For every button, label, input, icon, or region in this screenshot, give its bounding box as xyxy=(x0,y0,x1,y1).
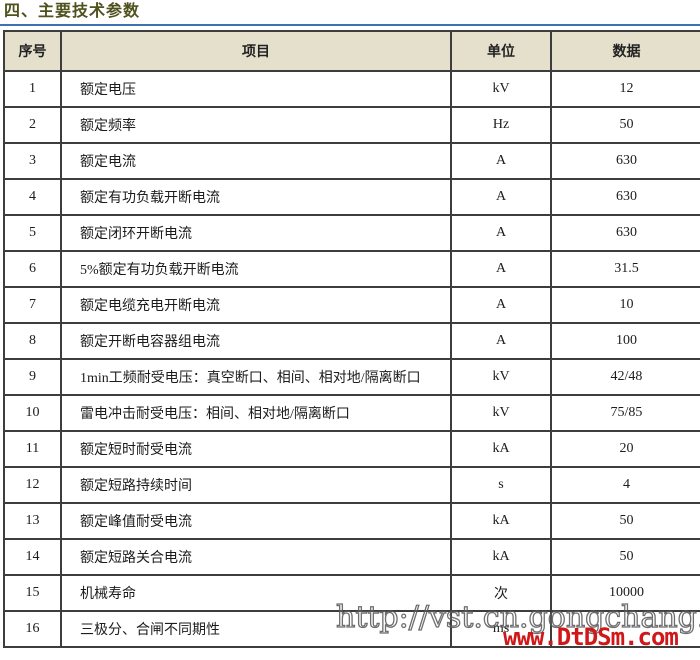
cell-item: 额定有功负载开断电流 xyxy=(60,178,452,216)
table-row: 10 雷电冲击耐受电压：相间、相对地/隔离断口 kV 75/85 xyxy=(3,394,700,432)
cell-unit: kA xyxy=(450,538,552,576)
cell-value: 31.5 xyxy=(550,250,700,288)
cell-value: 10 xyxy=(550,286,700,324)
cell-item: 机械寿命 xyxy=(60,574,452,612)
cell-unit: A xyxy=(450,322,552,360)
table-header-row: 序号 项目 单位 数据 xyxy=(3,30,700,72)
section-title-block: 四、主要技术参数 xyxy=(0,0,700,26)
cell-item: 额定峰值耐受电流 xyxy=(60,502,452,540)
cell-value: 10000 xyxy=(550,574,700,612)
cell-unit: A xyxy=(450,142,552,180)
cell-no: 13 xyxy=(3,502,62,540)
cell-unit: 次 xyxy=(450,574,552,612)
cell-value: 100 xyxy=(550,322,700,360)
cell-no: 2 xyxy=(3,106,62,144)
spec-table: 序号 项目 单位 数据 1 额定电压 kV 12 2 额定频率 Hz 50 3 … xyxy=(3,30,700,648)
cell-no: 11 xyxy=(3,430,62,468)
table-row: 13 额定峰值耐受电流 kA 50 xyxy=(3,502,700,540)
cell-unit: kA xyxy=(450,502,552,540)
table-row: 2 额定频率 Hz 50 xyxy=(3,106,700,144)
cell-unit: s xyxy=(450,466,552,504)
cell-value: 75/85 xyxy=(550,394,700,432)
cell-no: 4 xyxy=(3,178,62,216)
cell-value: 20 xyxy=(550,430,700,468)
cell-item: 三极分、合闸不同期性 xyxy=(60,610,452,648)
header-no: 序号 xyxy=(3,30,62,72)
cell-item: 额定闭环开断电流 xyxy=(60,214,452,252)
cell-value xyxy=(550,610,700,648)
cell-value: 50 xyxy=(550,538,700,576)
cell-no: 9 xyxy=(3,358,62,396)
cell-no: 15 xyxy=(3,574,62,612)
table-row: 8 额定开断电容器组电流 A 100 xyxy=(3,322,700,360)
table-row: 3 额定电流 A 630 xyxy=(3,142,700,180)
cell-no: 7 xyxy=(3,286,62,324)
cell-item: 额定频率 xyxy=(60,106,452,144)
cell-no: 12 xyxy=(3,466,62,504)
cell-no: 8 xyxy=(3,322,62,360)
table-row: 9 1min工频耐受电压：真空断口、相间、相对地/隔离断口 kV 42/48 xyxy=(3,358,700,396)
cell-unit: kA xyxy=(450,430,552,468)
cell-no: 16 xyxy=(3,610,62,648)
table-row: 4 额定有功负载开断电流 A 630 xyxy=(3,178,700,216)
cell-item: 额定短时耐受电流 xyxy=(60,430,452,468)
cell-unit: A xyxy=(450,250,552,288)
table-row: 12 额定短路持续时间 s 4 xyxy=(3,466,700,504)
cell-value: 630 xyxy=(550,178,700,216)
header-item: 项目 xyxy=(60,30,452,72)
table-row: 1 额定电压 kV 12 xyxy=(3,70,700,108)
cell-no: 5 xyxy=(3,214,62,252)
cell-item: 雷电冲击耐受电压：相间、相对地/隔离断口 xyxy=(60,394,452,432)
cell-item: 1min工频耐受电压：真空断口、相间、相对地/隔离断口 xyxy=(60,358,452,396)
cell-item: 额定电缆充电开断电流 xyxy=(60,286,452,324)
cell-unit: kV xyxy=(450,394,552,432)
header-unit: 单位 xyxy=(450,30,552,72)
cell-item: 额定开断电容器组电流 xyxy=(60,322,452,360)
table-row: 7 额定电缆充电开断电流 A 10 xyxy=(3,286,700,324)
table-row: 15 机械寿命 次 10000 xyxy=(3,574,700,612)
section-title: 四、主要技术参数 xyxy=(4,3,141,20)
cell-no: 1 xyxy=(3,70,62,108)
cell-no: 6 xyxy=(3,250,62,288)
header-value: 数据 xyxy=(550,30,700,72)
table-row: 14 额定短路关合电流 kA 50 xyxy=(3,538,700,576)
cell-unit: kV xyxy=(450,70,552,108)
cell-item: 额定电压 xyxy=(60,70,452,108)
table-row: 16 三极分、合闸不同期性 ms xyxy=(3,610,700,648)
table-row: 5 额定闭环开断电流 A 630 xyxy=(3,214,700,252)
cell-value: 12 xyxy=(550,70,700,108)
table-row: 11 额定短时耐受电流 kA 20 xyxy=(3,430,700,468)
cell-no: 10 xyxy=(3,394,62,432)
cell-item: 额定短路持续时间 xyxy=(60,466,452,504)
cell-unit: Hz xyxy=(450,106,552,144)
cell-value: 50 xyxy=(550,106,700,144)
cell-unit: A xyxy=(450,214,552,252)
cell-unit: A xyxy=(450,286,552,324)
cell-unit: A xyxy=(450,178,552,216)
cell-value: 50 xyxy=(550,502,700,540)
cell-item: 额定电流 xyxy=(60,142,452,180)
cell-value: 630 xyxy=(550,214,700,252)
cell-unit: ms xyxy=(450,610,552,648)
cell-no: 3 xyxy=(3,142,62,180)
cell-value: 42/48 xyxy=(550,358,700,396)
cell-item: 额定短路关合电流 xyxy=(60,538,452,576)
cell-no: 14 xyxy=(3,538,62,576)
cell-value: 4 xyxy=(550,466,700,504)
table-row: 6 5%额定有功负载开断电流 A 31.5 xyxy=(3,250,700,288)
cell-item: 5%额定有功负载开断电流 xyxy=(60,250,452,288)
cell-value: 630 xyxy=(550,142,700,180)
cell-unit: kV xyxy=(450,358,552,396)
